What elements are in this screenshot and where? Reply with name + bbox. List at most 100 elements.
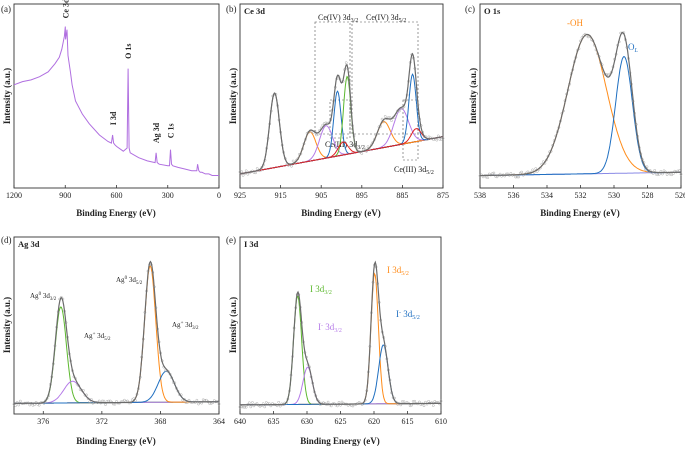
x-tick-label: 538 xyxy=(474,191,486,200)
raw-data-point xyxy=(492,171,496,175)
raw-data-point xyxy=(97,399,101,403)
raw-data-point xyxy=(31,403,35,407)
raw-data-point xyxy=(679,172,683,176)
raw-data-point xyxy=(380,117,384,121)
raw-data-point xyxy=(44,399,47,403)
raw-data-point xyxy=(411,400,415,403)
raw-data-point xyxy=(390,119,393,122)
x-tick-label: 532 xyxy=(575,191,587,200)
panel-a-tag: (a) xyxy=(1,4,11,14)
panel-a-frame xyxy=(13,3,220,189)
x-tick-label: 640 xyxy=(234,417,246,426)
fit-peak-line xyxy=(13,265,219,404)
raw-data-point xyxy=(400,400,404,403)
raw-data-point xyxy=(337,400,341,404)
raw-data-point xyxy=(520,170,524,174)
raw-data-point xyxy=(14,404,17,407)
panel-d-xlabel: Binding Energy (eV) xyxy=(76,436,156,446)
raw-data-point xyxy=(441,137,445,140)
i-32-label: I 3d3/2 xyxy=(310,284,332,296)
panel-d-title: Ag 3d xyxy=(18,239,40,249)
raw-data-point xyxy=(534,167,538,170)
survey-peak-label: I 3d xyxy=(109,111,118,125)
raw-data-point xyxy=(238,405,242,409)
envelope-fit-line xyxy=(240,260,441,406)
fit-peak-line xyxy=(240,366,441,406)
panel-a-xlabel: Binding Energy (eV) xyxy=(76,208,156,218)
raw-data-point xyxy=(102,399,106,403)
survey-peak-label: O 1s xyxy=(124,44,133,59)
panel-e-tag: (e) xyxy=(226,235,236,245)
raw-data-point xyxy=(264,401,268,404)
raw-data-point xyxy=(249,405,253,409)
raw-data-point xyxy=(653,169,657,172)
raw-data-point xyxy=(18,399,22,403)
panel-c-ylabel: Intensity (a.u.) xyxy=(468,68,478,124)
x-tick-label: 0 xyxy=(217,191,221,200)
x-tick-label: 364 xyxy=(213,417,225,426)
raw-data-point xyxy=(277,400,281,404)
raw-data-point xyxy=(351,404,355,408)
x-tick-label: 625 xyxy=(335,417,347,426)
raw-data-point xyxy=(517,175,521,179)
raw-data-point xyxy=(422,404,426,408)
raw-data-point xyxy=(397,109,401,113)
x-tick-label: 635 xyxy=(268,417,280,426)
raw-data-point xyxy=(243,405,246,409)
panel-e-ylabel: Intensity (a.u.) xyxy=(228,297,238,353)
ce-iv-32-label: Ce(IV) 3d3/2 xyxy=(318,13,358,24)
panel-b-ylabel: Intensity (a.u.) xyxy=(228,68,238,124)
survey-peak-label: Ce 3d xyxy=(61,0,70,18)
x-tick-label: 368 xyxy=(154,417,166,426)
survey-spectrum-line xyxy=(13,26,219,176)
raw-data-point xyxy=(91,401,95,405)
panel-c-frame xyxy=(479,3,682,189)
panel-d-ylabel: Intensity (a.u.) xyxy=(2,297,12,353)
raw-data-point xyxy=(656,173,660,177)
x-tick-label: 905 xyxy=(315,191,327,200)
raw-data-point xyxy=(662,169,666,173)
raw-data-point xyxy=(366,145,370,149)
raw-data-point xyxy=(435,138,439,142)
raw-data-point xyxy=(382,120,386,124)
raw-data-point xyxy=(514,175,517,179)
ce-iii-32-label: Ce(III) 3d3/2 xyxy=(325,140,365,151)
raw-data-point xyxy=(436,134,440,138)
x-tick-label: 925 xyxy=(234,191,246,200)
x-tick-label: 526 xyxy=(675,191,685,200)
i-52-label: I 3d5/2 xyxy=(387,265,409,277)
raw-data-point xyxy=(439,399,443,403)
raw-data-point xyxy=(17,403,21,407)
x-tick-label: 885 xyxy=(396,191,408,200)
raw-data-point xyxy=(263,405,267,409)
ce-iii-52-box xyxy=(402,99,419,161)
raw-data-point xyxy=(241,174,245,177)
x-tick-label: 1200 xyxy=(6,191,22,200)
panel-b-title: Ce 3d xyxy=(244,6,265,16)
x-tick-label: 600 xyxy=(111,191,123,200)
panel-b-xlabel: Binding Energy (eV) xyxy=(301,208,381,218)
envelope-fit-line xyxy=(480,31,681,177)
raw-data-point xyxy=(251,401,254,404)
ag0-52-label: Ag0 3d5/2 xyxy=(116,276,143,286)
plot-layer: 1200 900 600 300 0 Ce 3d O 1s I 3d Ag 3d C 1s 925 9… xyxy=(6,0,685,426)
raw-data-point xyxy=(393,116,396,120)
raw-data-point xyxy=(126,399,129,403)
iminus-52-label: I- 3d5/2 xyxy=(396,309,420,321)
raw-data-point xyxy=(164,369,167,372)
raw-data-point xyxy=(291,159,295,163)
raw-data-point xyxy=(344,61,348,65)
x-tick-label: 900 xyxy=(59,191,71,200)
raw-data-point xyxy=(661,172,664,176)
raw-data-point xyxy=(668,172,672,176)
x-tick-label: 534 xyxy=(541,191,553,200)
panel-c-tag: (c) xyxy=(465,4,475,14)
survey-peak-label: Ag 3d xyxy=(152,122,161,143)
raw-data-point xyxy=(431,404,435,407)
raw-data-point xyxy=(383,115,387,118)
raw-data-point xyxy=(290,164,293,168)
raw-data-point xyxy=(195,398,199,402)
raw-data-point xyxy=(360,152,364,155)
x-tick-label: 530 xyxy=(608,191,620,200)
